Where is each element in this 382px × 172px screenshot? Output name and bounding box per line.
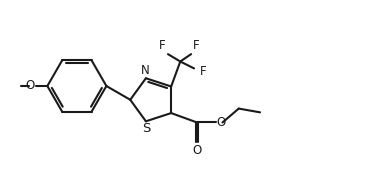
Text: F: F [193,39,199,52]
Text: S: S [142,122,150,135]
Text: F: F [200,65,207,78]
Text: O: O [193,144,202,157]
Text: O: O [25,79,34,93]
Text: N: N [141,64,149,77]
Text: F: F [159,39,166,52]
Text: O: O [217,116,226,129]
